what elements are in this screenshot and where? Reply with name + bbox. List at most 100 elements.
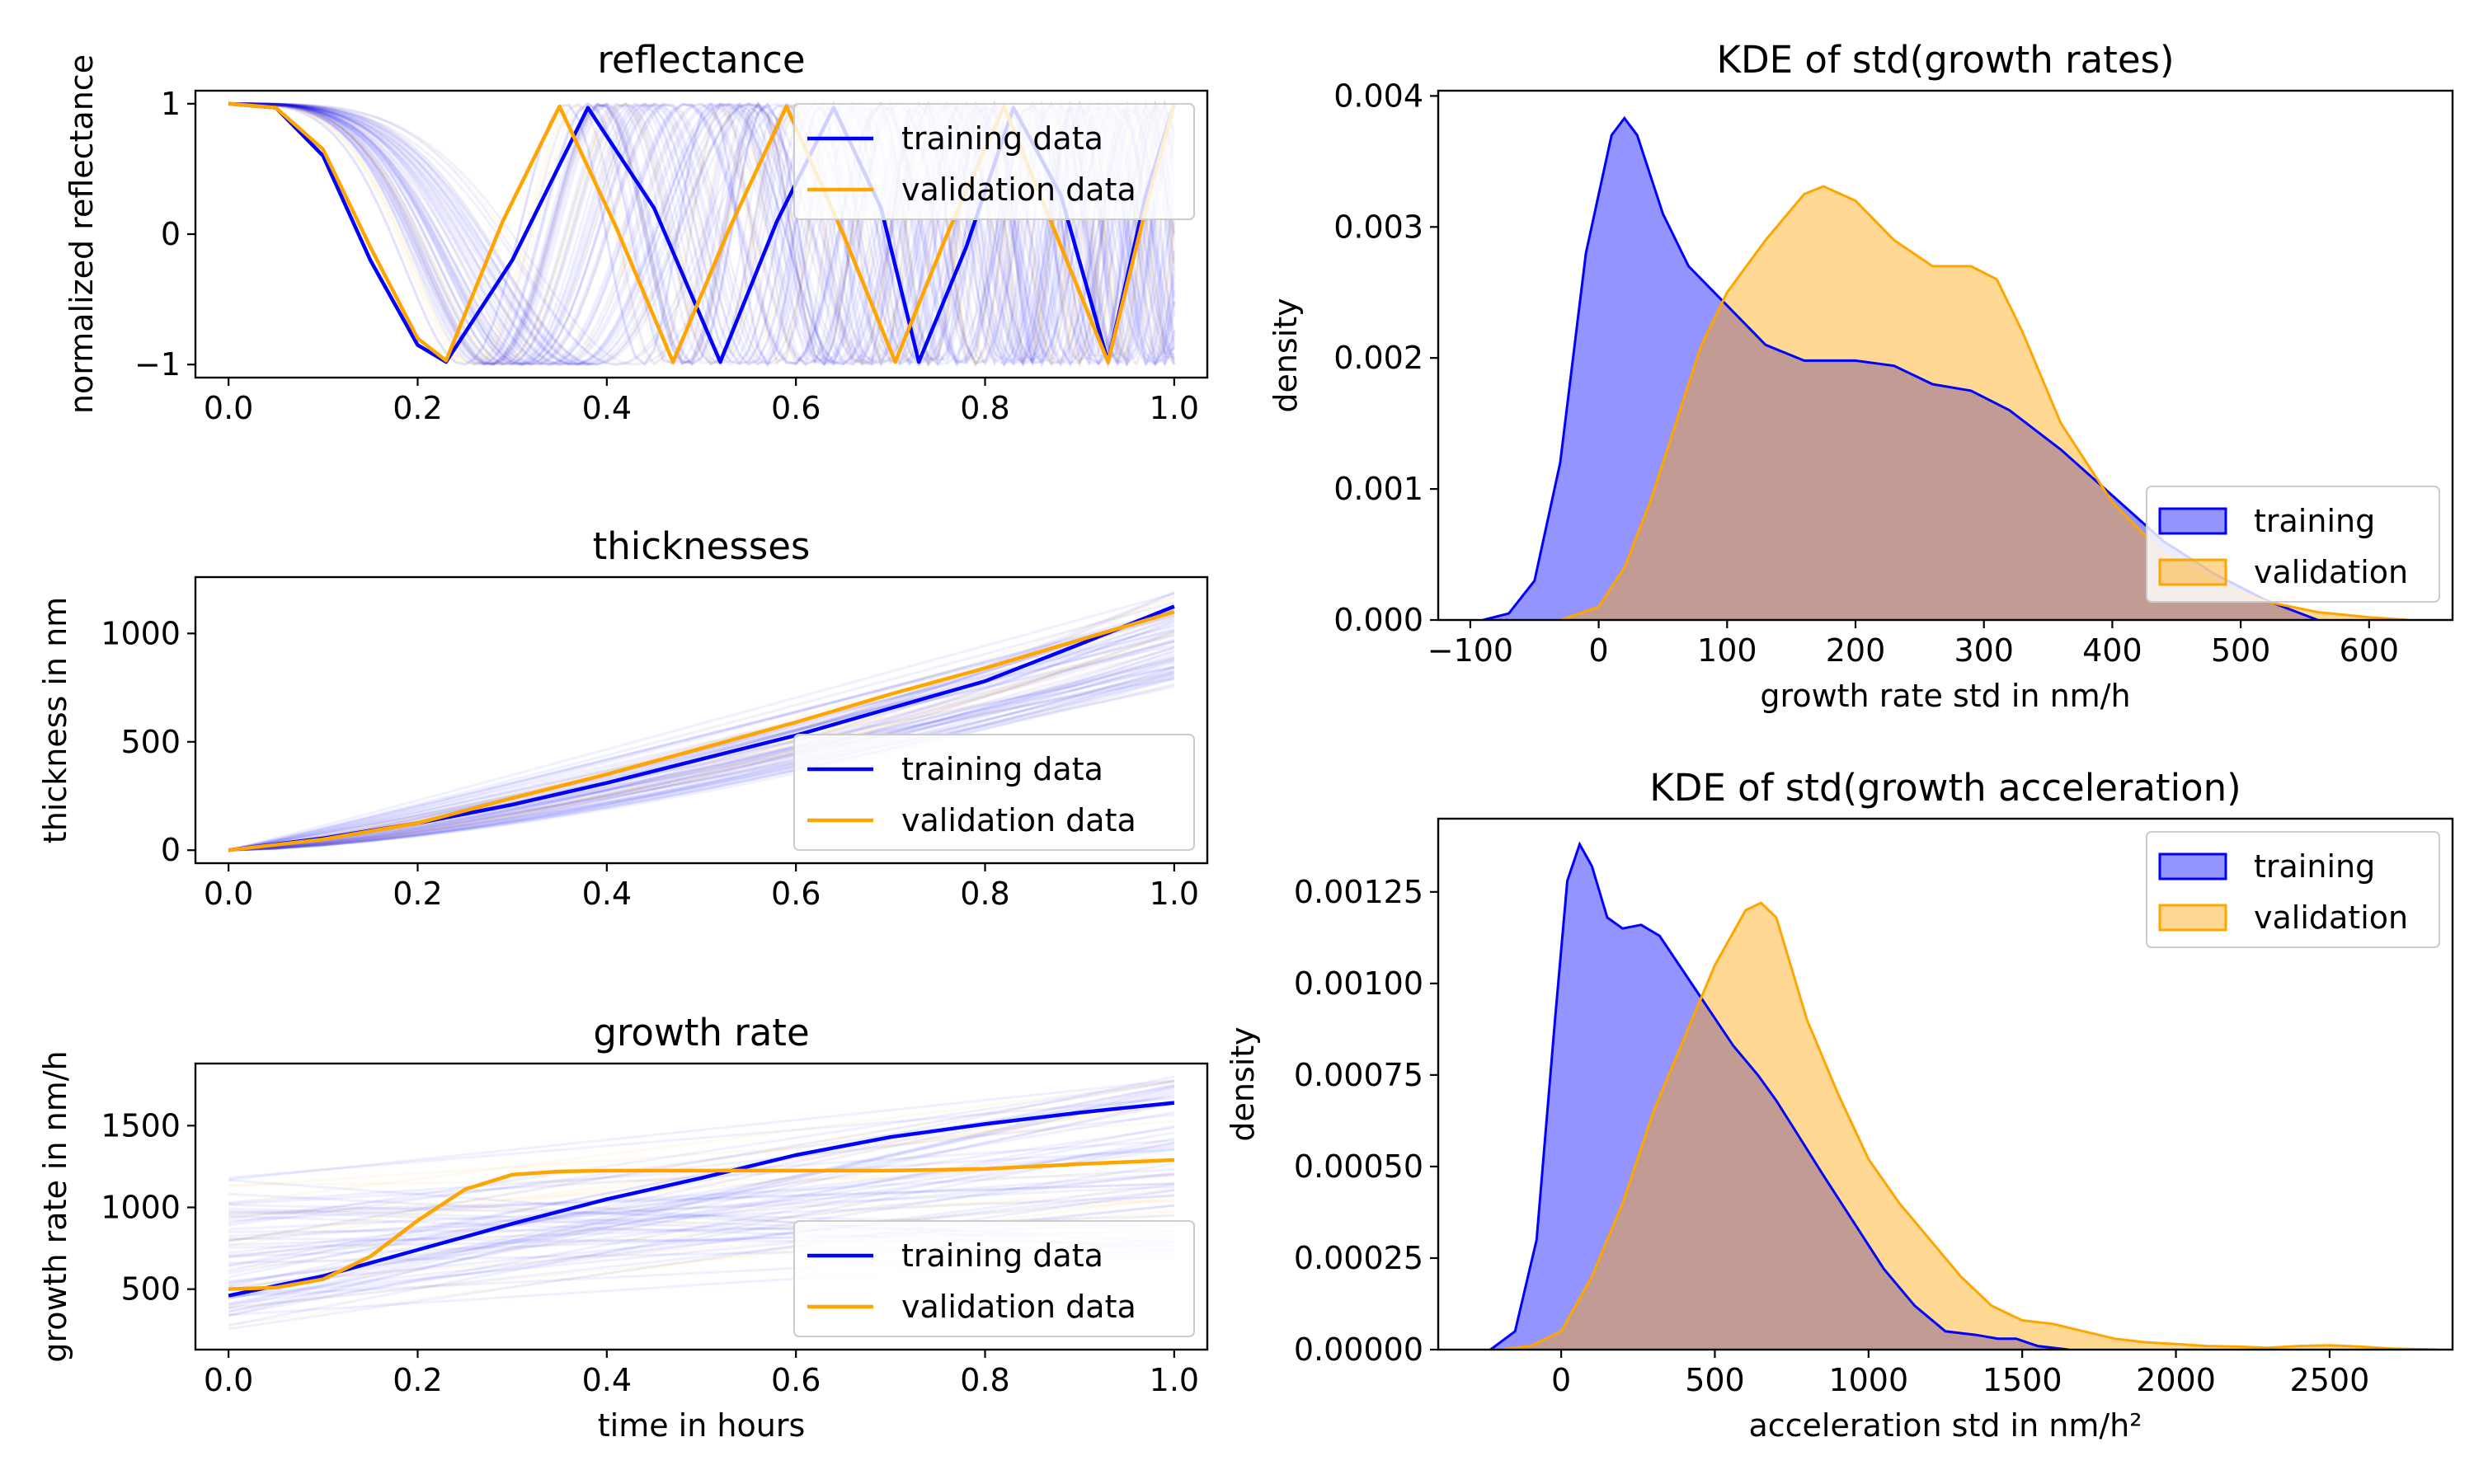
ensemble-curve [228,610,1175,852]
ensemble-curve [228,1144,1175,1255]
y-tick-label: 1000 [101,1189,181,1225]
x-tick-label: 0.0 [204,390,253,426]
legend-swatch [2158,904,2227,932]
ensemble-curve [228,630,1175,852]
y-tick-label: −1 [134,346,181,383]
series-line-validation [228,609,1175,852]
x-tick-label: 600 [2340,632,2400,669]
ensemble-curve [228,101,1176,368]
ensemble-curve [228,595,1175,852]
ensemble-curve [228,101,1176,370]
legend: training data validation data [793,1220,1195,1337]
ensemble-curve [228,1200,1174,1215]
x-tick-label: 400 [2082,632,2142,669]
ensemble-curve [228,102,1176,366]
ensemble-curve [228,644,1175,852]
ensemble-curve [228,102,1176,367]
chart-kde-growth-acceleration: 0 500 1000 1500 2000 2500 0.00000 0.00025 0.0005… [1225,766,2454,1444]
density-line-training [1489,841,2069,1350]
ensemble-curve [228,101,1176,368]
x-tick-label: 0 [1589,632,1609,669]
ensemble-curve [228,1075,1175,1272]
ensemble-curve [228,631,1175,852]
ensemble-curve [228,656,1175,852]
ensemble-curve [228,1095,1175,1227]
chart-reflectance: 0.0 0.2 0.4 0.6 0.8 1.0 −1 0 1 reflectance normali… [63,38,1209,426]
ensemble-curve [228,101,1176,366]
ensemble-curve [228,1182,1175,1306]
x-axis-label: acceleration std in nm/h² [1748,1407,2142,1444]
ensemble-curve [228,99,1176,369]
ensemble-curve [228,650,1175,852]
ensemble-curve [228,1113,1175,1220]
x-tick-label: 500 [2211,632,2271,669]
legend-label: training data [901,1237,1103,1274]
ensemble-curve [228,667,1175,852]
legend-box [2146,486,2440,603]
x-tick-label: 0.6 [771,390,821,426]
legend: training validation [2146,486,2440,603]
ensemble-curve [228,632,1175,852]
ensemble-curve [228,657,1175,852]
ensemble-curve [228,101,1176,367]
ensemble-curve [228,1173,1175,1257]
ensemble-curve [228,99,1176,366]
ensemble-curve [228,102,1176,367]
x-tick-label: 0.4 [582,1362,632,1398]
ensemble-curve [228,101,1176,368]
ensemble-curve [228,102,1176,367]
x-tick-label: 0.8 [960,1362,1009,1398]
ensemble-curve [228,640,1175,852]
ensemble-curve [228,100,1176,368]
ensemble-curve [228,1189,1175,1331]
ensemble-curve [228,624,1175,852]
y-tick-label: 0.00050 [1294,1148,1423,1185]
ensemble-curve [228,613,1175,852]
ensemble-curve [228,102,1176,366]
ensemble-curve [228,101,1176,368]
ensemble-curve [228,630,1175,852]
y-tick-label: 500 [120,724,181,760]
legend-label: validation data [901,1289,1136,1325]
ensemble-curve [228,669,1175,852]
ensemble-curve [228,1087,1175,1308]
ensemble-curve [228,1195,1174,1237]
x-tick-label: −100 [1427,632,1513,669]
ensemble-curve [228,646,1175,852]
density-area-validation [1559,186,2408,620]
ensemble-curve [228,653,1175,852]
ensemble-curve [228,612,1175,852]
ensemble-curve [228,619,1175,852]
ensemble-curve [228,674,1175,852]
x-axis-label: growth rate std in nm/h [1760,678,2130,714]
x-tick-label: 0.2 [393,1362,442,1398]
x-tick-label: 0.0 [204,876,253,912]
ensemble-curve [228,649,1175,852]
ensemble-curve [228,1084,1175,1267]
ensemble-curve [228,101,1176,368]
ensemble-curve [228,1080,1175,1243]
legend-label: validation [2254,554,2408,590]
ensemble-curve [228,1092,1175,1300]
x-tick-label: 0.8 [960,390,1009,426]
legend-box [2146,831,2440,948]
y-axis-label: density [1225,1026,1261,1141]
x-tick-label: 0.4 [582,876,632,912]
ensemble-curve [228,627,1175,852]
x-axis-label: time in hours [598,1407,806,1444]
ensemble-curve [228,100,1176,369]
legend-label: validation data [901,171,1136,208]
x-tick-label: 0 [1551,1362,1571,1398]
series-line-validation [228,1158,1174,1291]
ensemble-curve [228,101,1176,367]
ensemble-curve [228,1185,1174,1231]
chart-title: reflectance [597,38,805,82]
ensemble-curve [228,592,1175,852]
ensemble-curve [228,1120,1175,1188]
y-axis-label: growth rate in nm/h [37,1050,73,1362]
ensemble-curve [228,659,1175,852]
legend-box [793,103,1195,220]
legend-box [793,734,1195,851]
ensemble-curve [228,102,1176,366]
y-tick-label: 1 [161,86,181,122]
